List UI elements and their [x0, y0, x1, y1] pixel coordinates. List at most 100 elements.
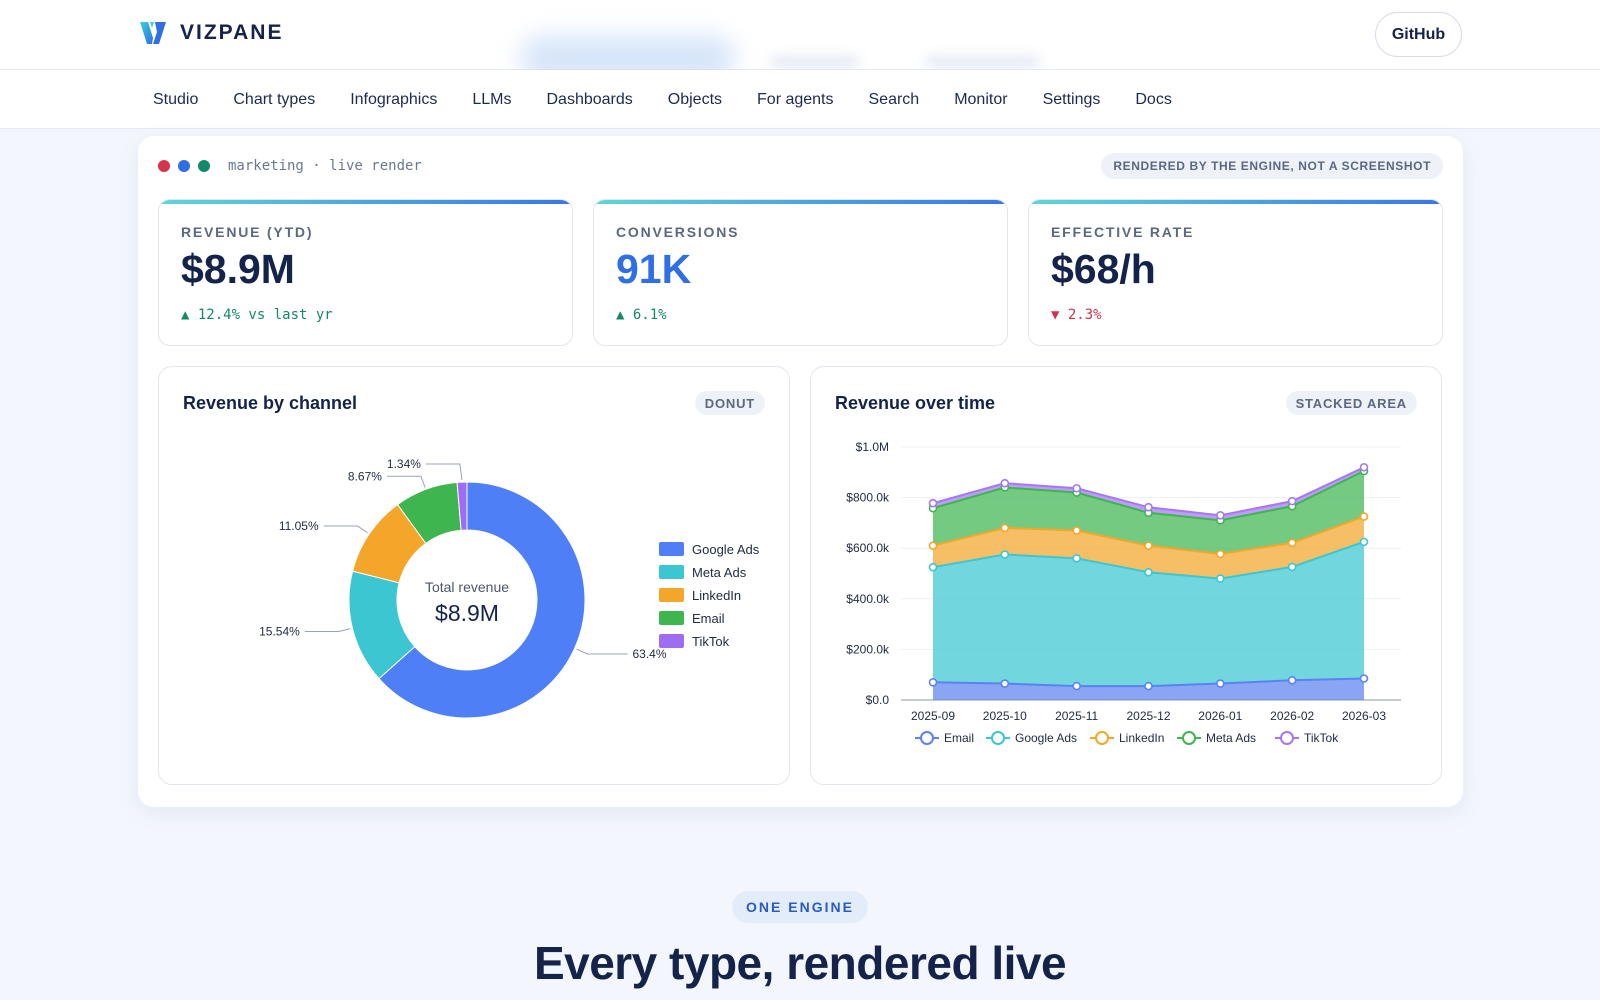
data-point — [1216, 549, 1225, 559]
main-nav: Studio Chart types Infographics LLMs Das… — [0, 70, 1600, 129]
y-tick-label: $1.0M — [856, 440, 889, 454]
data-point — [1144, 681, 1153, 691]
data-point — [1287, 562, 1297, 572]
nav-item-studio[interactable]: Studio — [153, 90, 199, 108]
area-google-ads — [933, 541, 1364, 687]
blurred-decoration — [925, 56, 1040, 68]
data-point — [1359, 462, 1369, 472]
x-tick-label: 2025-09 — [911, 709, 955, 723]
slice-value-label: 8.67% — [348, 469, 382, 483]
section-title: Every type, rendered live — [533, 937, 1067, 989]
data-point — [1216, 511, 1225, 520]
kpi-value: 91K — [616, 246, 692, 292]
chart-type-tag: STACKED AREA — [1285, 391, 1417, 415]
data-point — [1000, 523, 1010, 533]
data-point — [1000, 679, 1010, 688]
legend-label: LinkedIn — [1119, 731, 1164, 745]
kpi-card-conversions: CONVERSIONS 91K ▲ 6.1% — [593, 199, 1008, 346]
area-panel: Revenue over time STACKED AREA $0.0 $200.… — [810, 366, 1442, 785]
data-point — [1216, 574, 1225, 583]
nav-item-monitor[interactable]: Monitor — [954, 90, 1008, 108]
kpi-label: REVENUE (YTD) — [181, 224, 314, 240]
kpi-delta: ▲ 12.4% vs last yr — [181, 307, 333, 323]
nav-item-llms[interactable]: LLMs — [472, 90, 512, 108]
kpi-card-effective-rate: EFFECTIVE RATE $68/h ▼ 2.3% — [1028, 199, 1443, 346]
legend-marker — [1095, 731, 1109, 745]
nav-item-objects[interactable]: Objects — [667, 90, 723, 108]
y-tick-label: $600.0k — [846, 541, 890, 555]
data-point — [928, 562, 938, 572]
nav-item-docs[interactable]: Docs — [1135, 90, 1172, 108]
nav-item-chart-types[interactable]: Chart types — [233, 90, 316, 108]
legend-label: Email — [692, 611, 725, 626]
slice-value-label: 11.05% — [279, 519, 319, 533]
data-point — [1072, 526, 1081, 535]
data-point — [1287, 675, 1297, 685]
window-header: marketing · live render — [158, 158, 422, 174]
legend-marker — [1280, 731, 1294, 745]
section-tag: ONE ENGINE — [732, 891, 868, 923]
legend-label: TikTok — [692, 634, 730, 649]
top-header: VIZPANE GitHub — [0, 0, 1600, 80]
data-point — [1216, 679, 1225, 688]
legend-marker — [1182, 731, 1196, 745]
kpi-value: $68/h — [1051, 246, 1156, 292]
x-tick-label: 2026-03 — [1342, 709, 1386, 723]
legend-marker — [920, 731, 934, 745]
data-point — [1287, 538, 1297, 548]
brand[interactable]: VIZPANE — [140, 20, 283, 46]
legend-label: Email — [944, 731, 974, 745]
data-point — [1287, 496, 1297, 506]
nav-item-settings[interactable]: Settings — [1042, 90, 1101, 108]
slice-value-label: 63.4% — [632, 647, 666, 661]
data-point — [1359, 674, 1369, 683]
legend-label: Meta Ads — [692, 565, 747, 580]
slice-value-label: 1.34% — [387, 457, 421, 471]
data-point — [1072, 554, 1081, 563]
donut-center-label: Total revenue — [425, 579, 509, 595]
nav-item-infographics[interactable]: Infographics — [350, 90, 438, 108]
y-tick-label: $400.0k — [846, 592, 890, 606]
legend-label: Google Ads — [692, 542, 760, 557]
window-dot-green — [198, 160, 210, 172]
logo-icon — [140, 22, 166, 44]
y-tick-label: $800.0k — [846, 491, 890, 505]
data-point — [1072, 681, 1081, 691]
data-point — [1144, 541, 1153, 550]
data-point — [1000, 550, 1010, 559]
data-point — [1359, 537, 1369, 547]
slice-leader-line — [323, 525, 368, 534]
donut-slice-tiktok — [456, 481, 468, 531]
data-point — [1359, 512, 1369, 521]
github-button[interactable]: GitHub — [1375, 12, 1462, 57]
kpi-label: CONVERSIONS — [616, 224, 740, 240]
brand-name: VIZPANE — [180, 21, 284, 44]
data-point — [928, 498, 938, 508]
legend-label: TikTok — [1304, 731, 1339, 745]
legend-label: LinkedIn — [692, 588, 741, 603]
kpi-delta: ▼ 2.3% — [1051, 307, 1102, 323]
donut-chart: 63.4% 15.54% 11.05% 8.67% 1.34% Total revenue… — [259, 457, 760, 719]
legend-swatch — [659, 634, 684, 648]
data-point — [1144, 567, 1153, 577]
panel-title: Revenue over time — [835, 393, 996, 413]
data-point — [1000, 478, 1010, 488]
legend-swatch — [659, 588, 684, 602]
x-tick-label: 2026-02 — [1270, 709, 1314, 723]
legend-swatch — [659, 611, 684, 625]
x-tick-label: 2025-12 — [1126, 709, 1170, 723]
nav-item-for-agents[interactable]: For agents — [757, 90, 834, 108]
data-point — [928, 541, 938, 550]
chart-type-tag: DONUT — [694, 391, 765, 415]
legend-marker — [991, 731, 1005, 745]
donut-panel: Revenue by channel DONUT 63.4% 15.54% 11.0… — [158, 366, 790, 785]
area-meta-ads — [933, 471, 1364, 555]
y-tick-label: $0.0 — [866, 693, 890, 707]
window-dot-red — [158, 160, 170, 172]
slice-leader-line — [386, 475, 426, 488]
x-tick-label: 2026-01 — [1198, 709, 1242, 723]
nav-item-dashboards[interactable]: Dashboards — [546, 90, 633, 108]
slice-leader-line — [576, 648, 628, 655]
donut-slice-google-ads — [378, 481, 586, 719]
nav-item-search[interactable]: Search — [868, 90, 920, 108]
